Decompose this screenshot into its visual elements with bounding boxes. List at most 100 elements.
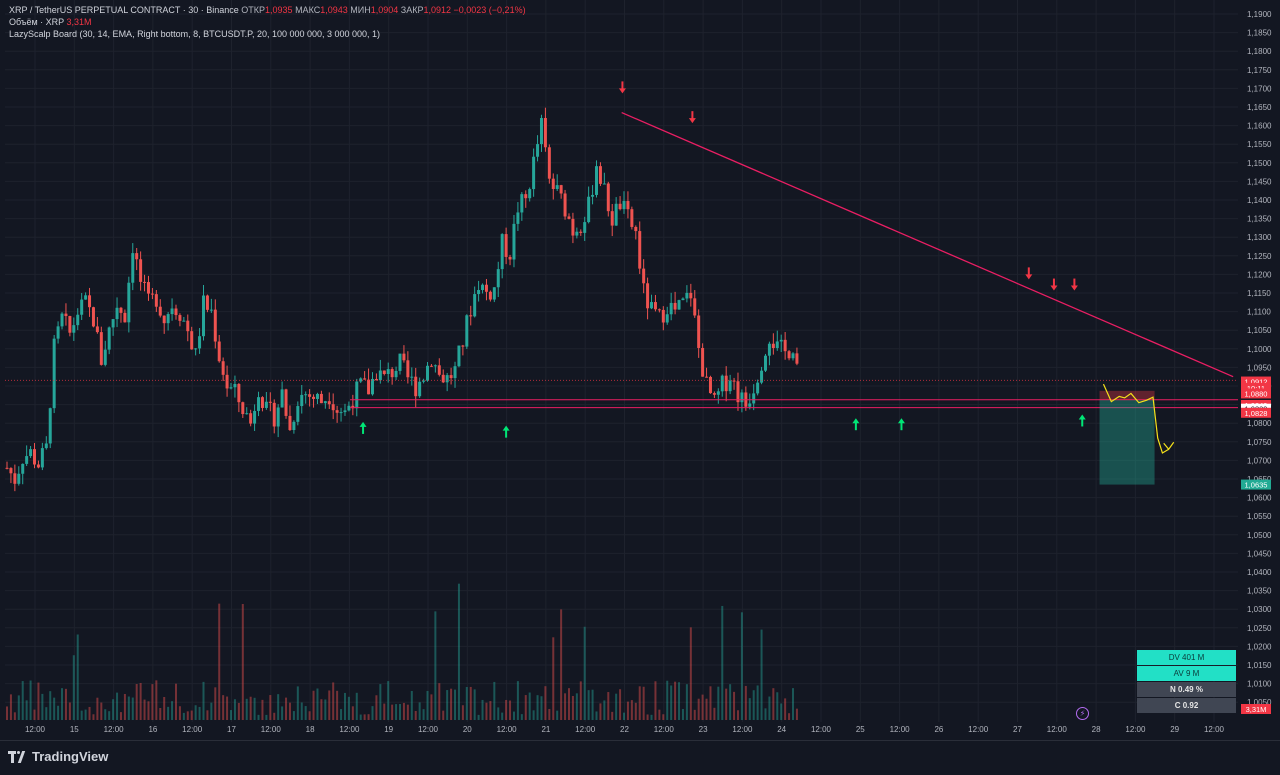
candle <box>634 225 638 240</box>
symbol-title[interactable]: XRP / TetherUS PERPETUAL CONTRACT · 30 ·… <box>9 5 239 15</box>
candle <box>127 276 131 333</box>
price-chart[interactable]: 1,1900 1,1850 1,1800 1,1750 1,1700 1,1650 1,16… <box>0 0 1280 740</box>
volume-bar <box>658 709 661 720</box>
arrow-head <box>688 118 696 124</box>
candle-body <box>115 307 119 320</box>
candle <box>618 196 622 211</box>
candle-body <box>410 376 414 378</box>
volume-bar <box>560 609 563 720</box>
volume-bar <box>359 714 362 720</box>
time-tick-label: 12:00 <box>25 725 46 734</box>
candle <box>752 384 756 411</box>
price-tick-label: 1,0450 <box>1247 549 1272 558</box>
candle-body <box>33 449 37 465</box>
time-tick-label: 12:00 <box>575 725 596 734</box>
volume-bar <box>497 707 500 720</box>
candle-body <box>524 194 528 199</box>
candle-body <box>64 313 68 317</box>
candle <box>457 345 461 368</box>
candle <box>296 401 300 426</box>
volume-bar <box>351 706 354 720</box>
time-tick-label: 12:00 <box>1047 725 1068 734</box>
candle <box>288 405 292 432</box>
stop-zone <box>1099 390 1155 401</box>
volume-bar <box>76 634 79 720</box>
volume-bar <box>383 703 386 720</box>
volume-bar <box>245 698 248 720</box>
candle-body <box>209 309 213 311</box>
volume-bar <box>13 712 16 720</box>
volume-bar <box>516 681 519 720</box>
candle <box>642 259 646 294</box>
volume-bar <box>371 706 374 720</box>
candle <box>488 290 492 302</box>
candle <box>724 366 728 402</box>
candle <box>571 212 575 244</box>
volume-bar <box>116 692 119 720</box>
volume-bar <box>685 684 688 720</box>
candle <box>170 298 174 321</box>
volume-bar <box>438 683 441 720</box>
price-tick-label: 1,0150 <box>1247 661 1272 670</box>
down-arrow-icon <box>1070 278 1078 291</box>
candle <box>465 314 469 349</box>
volume-bar <box>210 702 213 720</box>
candle-body <box>673 302 677 310</box>
candle <box>162 315 166 334</box>
volume-bar <box>226 696 229 720</box>
volume-bar <box>253 697 256 720</box>
candle <box>347 401 351 412</box>
candle <box>225 365 229 397</box>
price-tick-label: 1,0350 <box>1247 587 1272 596</box>
volume-bar <box>681 709 684 720</box>
candle-body <box>150 293 154 295</box>
candle-body <box>661 309 665 323</box>
candle-body <box>288 415 292 431</box>
volume-bar <box>174 683 177 720</box>
arrow-head <box>852 418 860 424</box>
candle-body <box>335 410 339 413</box>
candle-body <box>107 327 111 350</box>
candle-body <box>56 326 60 339</box>
candle <box>673 291 677 315</box>
lightning-icon[interactable]: ⚡ <box>1076 707 1089 720</box>
volume-bar <box>53 697 56 720</box>
indicator-label[interactable]: LazyScalp Board (30, 14, EMA, Right bott… <box>9 29 381 39</box>
tradingview-brand[interactable]: TradingView <box>8 749 108 764</box>
volume-bar <box>147 701 150 720</box>
volume-bar <box>736 710 739 720</box>
volume-bar <box>654 681 657 720</box>
candle <box>343 403 347 416</box>
time-tick-label: 19 <box>384 725 393 734</box>
candle <box>60 312 64 330</box>
volume-badge-label: 3,31M <box>1246 705 1267 714</box>
volume-bar <box>21 681 24 720</box>
volume-bar <box>159 707 162 720</box>
candle <box>21 463 25 485</box>
candle-body <box>728 380 732 392</box>
candle-body <box>60 313 64 327</box>
volume-bar <box>768 696 771 720</box>
candle <box>701 343 705 377</box>
candle-body <box>532 156 536 190</box>
candle-body <box>665 314 669 323</box>
candle-body <box>543 118 547 148</box>
price-axis: 1,1900 1,1850 1,1800 1,1750 1,1700 1,1650 1,16… <box>1247 10 1272 707</box>
time-tick-label: 12:00 <box>497 725 518 734</box>
candle <box>795 347 799 366</box>
volume-label[interactable]: Объём · XRP <box>9 17 65 27</box>
volume-bar <box>528 692 531 720</box>
time-tick-label: 27 <box>1013 725 1022 734</box>
candle <box>575 227 579 239</box>
volume-bar <box>92 714 95 720</box>
volume-bar <box>151 684 154 720</box>
candle-body <box>508 256 512 260</box>
candle-body <box>783 339 787 352</box>
time-tick-label: 26 <box>934 725 943 734</box>
volume-bar <box>678 682 681 720</box>
candle <box>433 364 437 373</box>
candle-body <box>103 349 107 365</box>
footer-bar: TradingView <box>0 740 1280 775</box>
candle <box>17 466 21 486</box>
